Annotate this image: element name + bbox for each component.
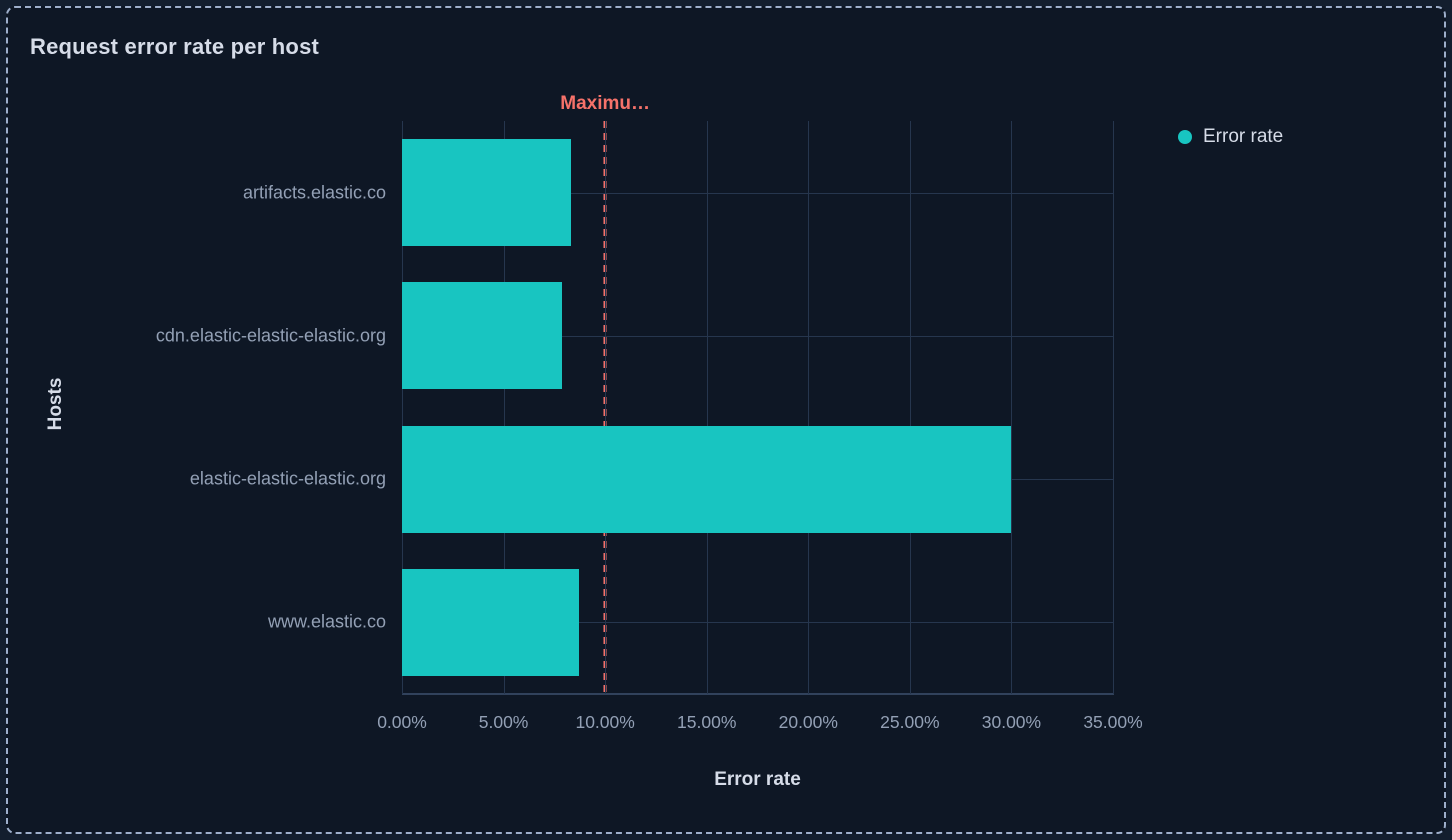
x-gridline [1113,121,1114,694]
x-gridline [503,121,505,694]
annotation-label: Maximu… [560,93,651,114]
y-axis-labels: artifacts.elastic.co cdn.elastic-elastic-… [0,121,386,694]
legend-series-dot-icon [1178,130,1192,144]
panel-dashed-border[interactable] [6,6,1446,834]
y-tick-label: elastic-elastic-elastic.org [189,468,386,489]
y-gridline [402,622,1113,624]
x-gridline [808,121,810,694]
x-axis-title: Error rate [714,769,801,790]
bar[interactable] [402,568,579,676]
y-gridline [402,192,1113,194]
bar[interactable] [402,425,1012,533]
y-tick-label: cdn.elastic-elastic-elastic.org [155,325,386,346]
x-tick-label: 10.00% [575,712,635,732]
x-tick-label: 5.00% [478,712,529,732]
x-axis-labels: 0.00% 5.00% 10.00% 15.00% 20.00% 25.00% 30.00%… [377,712,1142,738]
x-tick-label: 35.00% [1083,712,1143,732]
bar[interactable] [402,139,571,247]
x-gridline [909,121,911,694]
x-axis-line [402,693,1114,695]
y-gridline [402,335,1113,337]
x-tick-label: 15.00% [677,712,737,732]
x-tick-label: 30.00% [981,712,1042,732]
x-tick-label: 0.00% [377,712,427,732]
x-gridline [706,121,708,694]
plot-area [402,121,1114,695]
y-tick-label: www.elastic.co [267,611,386,632]
y-tick-label: artifacts.elastic.co [242,182,386,203]
legend-series-label: Error rate [1203,126,1284,147]
bar[interactable] [402,282,563,390]
x-gridline [1011,121,1013,694]
x-gridline [605,121,607,694]
x-tick-label: 25.00% [880,712,940,732]
x-tick-label: 20.00% [778,712,838,732]
legend-item-error-rate[interactable]: Error rate [1178,126,1283,148]
x-gridline [402,121,403,694]
chart-title: Request error rate per host [30,34,320,60]
